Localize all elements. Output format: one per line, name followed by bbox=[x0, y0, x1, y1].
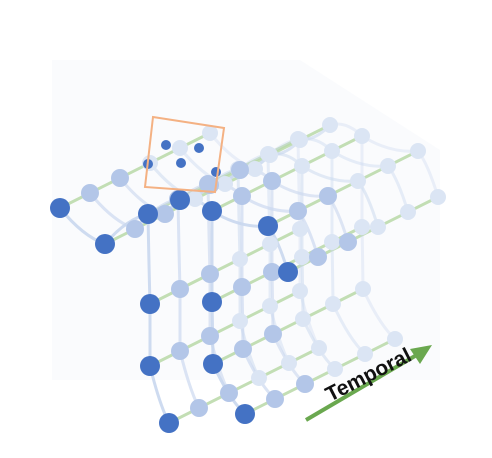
graph-node bbox=[278, 262, 298, 282]
graph-node bbox=[187, 191, 203, 207]
highlight-box bbox=[143, 115, 226, 194]
graph-node bbox=[50, 198, 70, 218]
graph-node bbox=[258, 216, 278, 236]
graph-node bbox=[190, 399, 208, 417]
temporal-arrow bbox=[304, 345, 432, 422]
graph-node bbox=[263, 172, 281, 190]
graph-node bbox=[202, 125, 218, 141]
graph-node bbox=[295, 311, 311, 327]
graph-node bbox=[410, 143, 426, 159]
graph-node bbox=[281, 355, 297, 371]
graph-node bbox=[380, 158, 396, 174]
graph-node bbox=[430, 189, 446, 205]
graph-node bbox=[292, 221, 308, 237]
graph-node bbox=[309, 248, 327, 266]
graph-node bbox=[327, 361, 343, 377]
graph-node bbox=[357, 346, 373, 362]
graph-node bbox=[294, 158, 310, 174]
cluster-node bbox=[161, 140, 171, 150]
graph-node bbox=[202, 201, 222, 221]
graph-node bbox=[324, 143, 340, 159]
graph-node bbox=[350, 173, 366, 189]
graph-node bbox=[203, 354, 223, 374]
graph-node bbox=[171, 280, 189, 298]
graph-node bbox=[81, 184, 99, 202]
graph-node bbox=[171, 342, 189, 360]
graph-node bbox=[355, 281, 371, 297]
graph-node bbox=[262, 298, 278, 314]
graph-node bbox=[262, 147, 278, 163]
graph-node bbox=[294, 249, 310, 265]
graph-node bbox=[247, 161, 263, 177]
graph-node bbox=[266, 390, 284, 408]
graph-node bbox=[370, 219, 386, 235]
graph-node bbox=[262, 236, 278, 252]
graph-node bbox=[339, 233, 357, 251]
graph-node bbox=[217, 176, 233, 192]
graph-node bbox=[263, 263, 281, 281]
graph-node bbox=[159, 413, 179, 433]
graph-node bbox=[202, 292, 222, 312]
graph-node bbox=[111, 169, 129, 187]
graph-node bbox=[235, 404, 255, 424]
graph-node bbox=[324, 234, 340, 250]
arrow-shaft bbox=[304, 354, 417, 422]
graph-node bbox=[387, 331, 403, 347]
graph-node bbox=[264, 325, 282, 343]
graph-node bbox=[319, 187, 337, 205]
spatial-edge bbox=[146, 213, 171, 424]
highlight-rectangle bbox=[143, 115, 226, 194]
cluster-node bbox=[176, 158, 186, 168]
arrow-head bbox=[410, 345, 432, 364]
spatial-edge bbox=[176, 198, 201, 409]
graph-node bbox=[140, 356, 160, 376]
graph-node bbox=[138, 204, 158, 224]
graph-node bbox=[140, 294, 160, 314]
graph-node bbox=[292, 132, 308, 148]
graph-node bbox=[311, 340, 327, 356]
graph-node bbox=[126, 220, 144, 238]
graph-node bbox=[325, 296, 341, 312]
graph-node bbox=[232, 251, 248, 267]
graph-node bbox=[354, 219, 370, 235]
graph-node bbox=[233, 187, 251, 205]
graph-node bbox=[232, 313, 248, 329]
graph-node bbox=[95, 234, 115, 254]
graph-node bbox=[220, 384, 238, 402]
graph-node bbox=[233, 278, 251, 296]
graph-node bbox=[170, 190, 190, 210]
graph-node bbox=[292, 283, 308, 299]
graph-node bbox=[201, 265, 219, 283]
graph-node bbox=[234, 340, 252, 358]
cluster-node bbox=[194, 143, 204, 153]
graph-node bbox=[156, 205, 174, 223]
graph-node bbox=[231, 161, 249, 179]
graph-node bbox=[400, 204, 416, 220]
graph-nodes bbox=[50, 117, 446, 433]
graph-node bbox=[289, 202, 307, 220]
graph-node bbox=[172, 140, 188, 156]
graph-node bbox=[322, 117, 338, 133]
graph-node bbox=[251, 370, 267, 386]
graph-node bbox=[354, 128, 370, 144]
graph-node bbox=[201, 327, 219, 345]
graph-node bbox=[296, 375, 314, 393]
cluster-node bbox=[211, 167, 221, 177]
